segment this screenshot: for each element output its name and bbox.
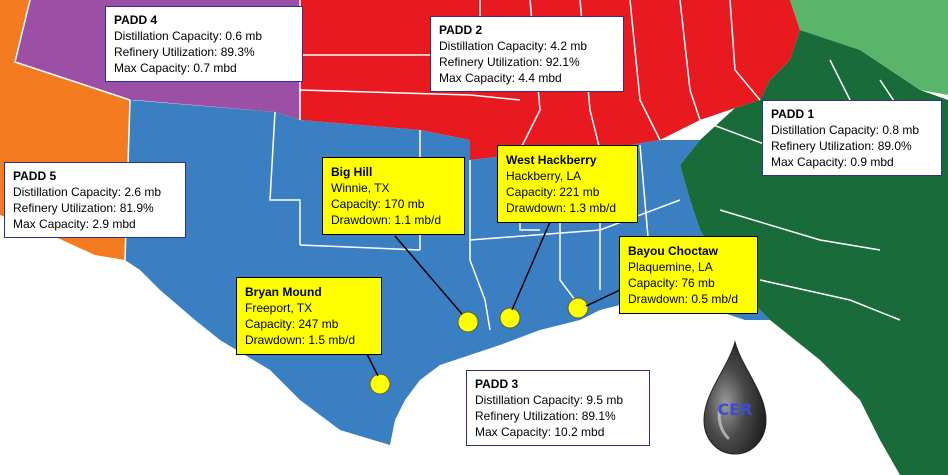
site-location: Hackberry, LA [506,169,582,183]
cer-logo: CER [700,338,770,458]
site-marker-big-hill [457,311,479,333]
padd4-title: PADD 4 [114,13,158,27]
site-marker-bryan-mound [369,373,391,395]
padd2-max: Max Capacity: 4.4 mbd [439,71,562,85]
site-box-big-hill: Big Hill Winnie, TX Capacity: 170 mb Dra… [322,157,465,235]
site-drawdown: Drawdown: 1.1 mb/d [331,213,442,227]
padd2-utilization: Refinery Utilization: 92.1% [439,55,580,69]
padd3-max: Max Capacity: 10.2 mbd [475,425,605,439]
site-name: West Hackberry [506,153,597,167]
site-location: Plaquemine, LA [628,260,713,274]
site-capacity: Capacity: 170 mb [331,197,425,211]
padd4-max: Max Capacity: 0.7 mbd [114,61,237,75]
padd3-utilization: Refinery Utilization: 89.1% [475,409,616,423]
padd5-box: PADD 5 Distillation Capacity: 2.6 mb Ref… [4,162,186,238]
site-capacity: Capacity: 76 mb [628,276,715,290]
site-location: Winnie, TX [331,181,390,195]
padd1-max: Max Capacity: 0.9 mbd [771,155,894,169]
logo-text: CER [717,400,753,419]
padd5-max: Max Capacity: 2.9 mbd [13,217,136,231]
padd3-title: PADD 3 [475,377,519,391]
site-box-bayou-choctaw: Bayou Choctaw Plaquemine, LA Capacity: 7… [619,236,758,314]
padd2-box: PADD 2 Distillation Capacity: 4.2 mb Ref… [430,16,624,92]
site-capacity: Capacity: 247 mb [245,317,339,331]
padd1-utilization: Refinery Utilization: 89.0% [771,139,912,153]
site-drawdown: Drawdown: 1.5 mb/d [245,333,356,347]
site-marker-west-hackberry [499,307,521,329]
site-drawdown: Drawdown: 0.5 mb/d [628,292,739,306]
site-name: Big Hill [331,165,373,179]
padd4-distillation: Distillation Capacity: 0.6 mb [114,29,263,43]
padd1-north-region [790,0,948,95]
site-drawdown: Drawdown: 1.3 mb/d [506,201,617,215]
padd4-box: PADD 4 Distillation Capacity: 0.6 mb Ref… [105,6,303,82]
site-location: Freeport, TX [245,301,313,315]
padd1-title: PADD 1 [771,107,815,121]
oil-drop-icon [703,340,767,455]
site-marker-bayou-choctaw [567,297,589,319]
site-capacity: Capacity: 221 mb [506,185,600,199]
site-box-bryan-mound: Bryan Mound Freeport, TX Capacity: 247 m… [236,277,382,355]
padd2-title: PADD 2 [439,23,483,37]
padd5-utilization: Refinery Utilization: 81.9% [13,201,154,215]
padd3-box: PADD 3 Distillation Capacity: 9.5 mb Ref… [466,370,650,446]
padd1-box: PADD 1 Distillation Capacity: 0.8 mb Ref… [762,100,942,176]
padd1-distillation: Distillation Capacity: 0.8 mb [771,123,920,137]
padd5-title: PADD 5 [13,169,57,183]
site-box-west-hackberry: West Hackberry Hackberry, LA Capacity: 2… [497,145,638,223]
padd4-utilization: Refinery Utilization: 89.3% [114,45,255,59]
padd3-distillation: Distillation Capacity: 9.5 mb [475,393,624,407]
padd5-distillation: Distillation Capacity: 2.6 mb [13,185,162,199]
padd2-distillation: Distillation Capacity: 4.2 mb [439,39,588,53]
site-name: Bryan Mound [245,285,322,299]
site-name: Bayou Choctaw [628,244,719,258]
